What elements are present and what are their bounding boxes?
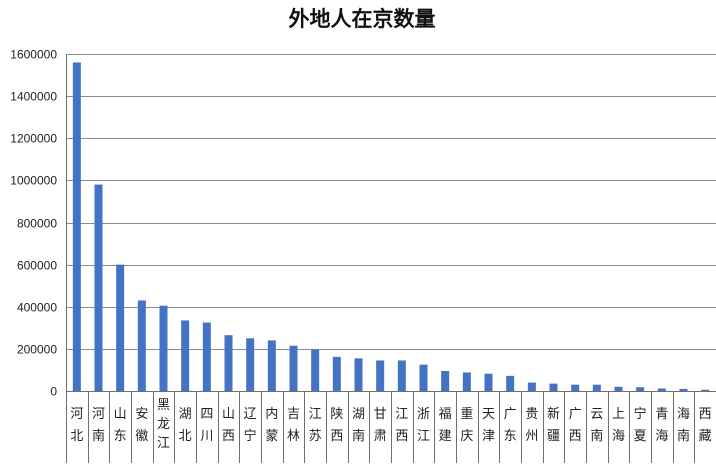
bar [441, 370, 450, 391]
bar [701, 389, 710, 391]
bar [376, 360, 385, 391]
bar [354, 358, 363, 391]
bar [332, 356, 341, 391]
y-tick-label: 0 [50, 385, 57, 399]
x-tick-label: 辽宁 [244, 407, 257, 444]
x-tick-label: 江苏 [309, 407, 322, 444]
bar [246, 338, 255, 391]
x-tick-label: 吉林 [287, 407, 300, 444]
bar [311, 349, 320, 391]
x-tick-label: 山西 [222, 407, 235, 444]
y-tick-label: 1600000 [10, 48, 57, 62]
y-tick-label: 1000000 [10, 174, 57, 188]
x-tick-label: 青海 [655, 407, 668, 444]
x-tick-label: 重庆 [460, 406, 473, 444]
x-tick-label: 河南 [92, 407, 105, 444]
bar [484, 373, 493, 391]
bar [267, 340, 276, 391]
chart-title: 外地人在京数量 [289, 7, 436, 31]
x-tick-label: 湖北 [179, 407, 192, 444]
bar [592, 384, 601, 391]
x-tick-label: 甘肃 [374, 407, 387, 444]
y-axis-tick-labels: 0 200000 400000 600000 800000 1000000 1200000 1… [10, 48, 57, 399]
bar [636, 387, 645, 391]
bars [72, 62, 710, 392]
x-tick-label: 福建 [439, 407, 452, 444]
bar [137, 300, 146, 391]
x-tick-label: 广西 [569, 407, 582, 444]
y-tick-label: 400000 [17, 301, 57, 315]
bar [549, 383, 558, 391]
x-tick-label: 四川 [200, 407, 213, 444]
axes [66, 54, 716, 463]
bar [614, 386, 623, 391]
x-tick-label: 山东 [114, 407, 127, 444]
x-tick-label: 海南 [677, 407, 690, 444]
x-tick-label: 贵州 [525, 407, 538, 444]
bar [527, 382, 536, 391]
x-tick-label: 湖南 [352, 407, 365, 444]
bar [181, 320, 190, 391]
x-tick-label: 安徽 [135, 407, 148, 444]
x-tick-label: 天津 [482, 407, 495, 444]
bar [289, 345, 298, 391]
bar [657, 388, 666, 391]
y-tick-label: 800000 [17, 217, 57, 231]
gridlines [66, 54, 716, 350]
x-tick-label: 新疆 [547, 406, 560, 444]
bar [506, 375, 515, 391]
bar [159, 305, 168, 391]
y-tick-label: 1400000 [10, 90, 57, 104]
x-axis-category-labels: 河北河南山东安徽黑龙江湖北四川山西辽宁内蒙吉林江苏陕西湖南甘肃江西浙江福建重庆天… [70, 398, 711, 451]
x-tick-label: 黑龙江 [157, 398, 170, 451]
x-tick-label: 西藏 [699, 407, 712, 444]
x-tick-label: 江西 [395, 407, 408, 444]
bar [397, 360, 406, 391]
x-tick-label: 河北 [70, 407, 83, 444]
x-tick-label: 宁夏 [634, 406, 647, 444]
x-tick-label: 陕西 [330, 407, 343, 444]
x-tick-label: 云南 [590, 407, 603, 444]
bar [72, 62, 81, 392]
x-tick-label: 浙江 [417, 407, 430, 444]
y-tick-label: 200000 [17, 343, 57, 357]
bar [419, 364, 428, 391]
bar [224, 335, 233, 391]
bar [94, 184, 103, 391]
bar [202, 322, 211, 391]
x-tick-label: 内蒙 [265, 406, 278, 444]
x-tick-label: 广东 [504, 407, 517, 444]
y-tick-label: 1200000 [10, 132, 57, 146]
x-tick-label: 上海 [612, 407, 625, 444]
bar [116, 264, 125, 392]
bar [679, 388, 688, 391]
bar [571, 384, 580, 391]
bar [462, 372, 471, 391]
y-tick-label: 600000 [17, 259, 57, 273]
